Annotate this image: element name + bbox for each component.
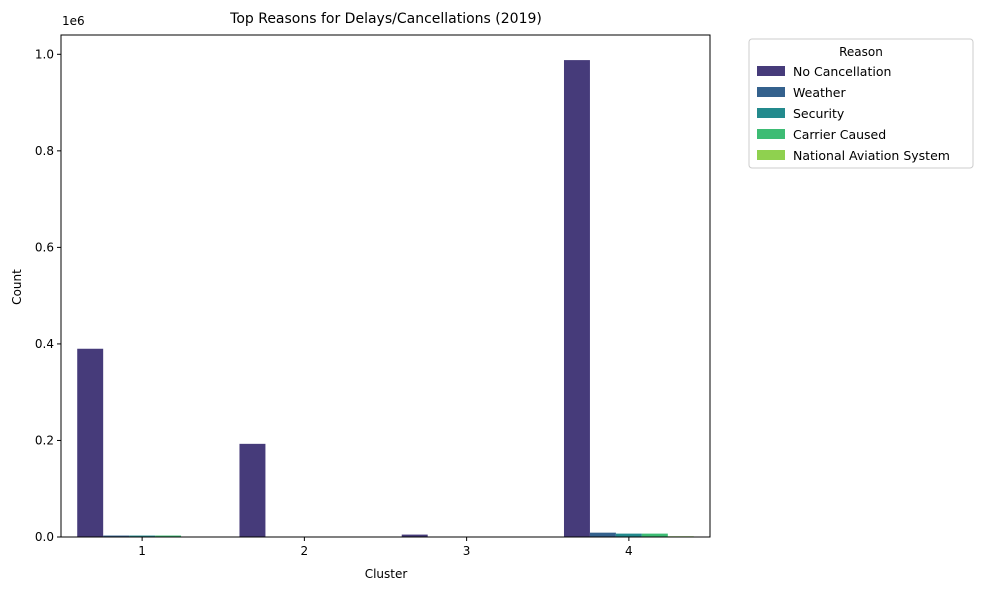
y-tick-label: 1.0 (35, 47, 54, 61)
x-tick-label: 2 (301, 544, 309, 558)
legend-swatch (757, 108, 785, 118)
bar (77, 348, 104, 537)
bar (155, 535, 182, 537)
y-tick-label: 0.8 (35, 144, 54, 158)
bar (589, 532, 616, 537)
bar (103, 535, 130, 537)
x-tick-label: 3 (463, 544, 471, 558)
legend-swatch (757, 129, 785, 139)
y-tick-label: 0.2 (35, 433, 54, 447)
plot-frame (60, 34, 711, 538)
legend-label: Security (793, 106, 845, 121)
x-axis-label: Cluster (365, 567, 408, 581)
y-tick-label: 0.4 (35, 337, 54, 351)
x-tick-label: 1 (138, 544, 146, 558)
legend-label: National Aviation System (793, 148, 950, 163)
legend-items: No Cancellation Weather Security Carrier Ca… (757, 64, 950, 163)
bar (641, 533, 668, 537)
legend-frame (748, 38, 974, 169)
y-ticks-group: 0.0 0.2 0.4 0.6 0.8 1.0 (35, 47, 61, 544)
bar (401, 534, 428, 537)
bars-group (77, 60, 694, 537)
chart-title: Top Reasons for Delays/Cancellations (20… (229, 11, 542, 27)
bar (239, 443, 266, 537)
legend: Reason No Cancellation Weather Security Car… (748, 38, 974, 169)
y-axis-label: Count (10, 269, 24, 305)
y-tick-label: 0.6 (35, 240, 54, 254)
legend-label: Weather (793, 85, 846, 100)
legend-label: Carrier Caused (793, 127, 886, 142)
y-tick-label: 0.0 (35, 530, 54, 544)
legend-label: No Cancellation (793, 64, 891, 79)
y-offset-label: 1e6 (62, 14, 85, 28)
x-tick-label: 4 (625, 544, 633, 558)
legend-title: Reason (839, 45, 883, 59)
legend-swatch (757, 87, 785, 97)
bar (563, 60, 590, 537)
bar (615, 533, 642, 537)
legend-swatch (757, 150, 785, 160)
legend-swatch (757, 66, 785, 76)
x-ticks-group: 1 2 3 4 (138, 537, 633, 558)
bar (129, 535, 156, 537)
